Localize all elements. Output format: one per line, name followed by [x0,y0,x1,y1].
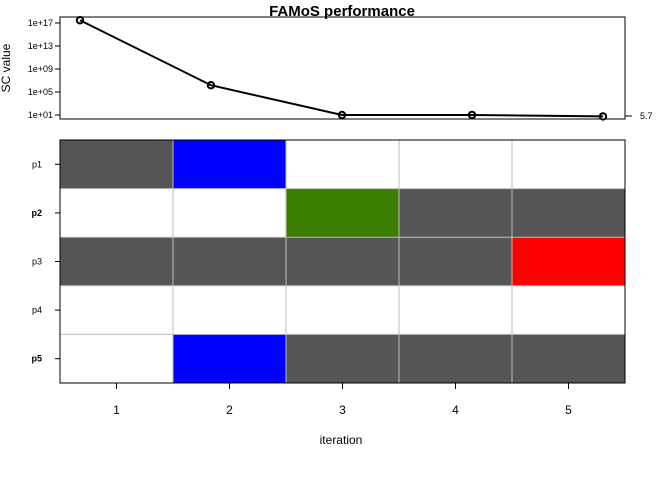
parameter-label: p1 [32,159,42,169]
heatmap-cell [512,285,625,335]
iteration-axis-label: iteration [320,433,363,447]
heatmap-cell [399,140,512,189]
heatmap-cell [286,237,399,286]
sc-value-points [75,16,608,121]
iteration-tick-label: 1 [113,403,120,417]
heatmap-cell [399,334,512,383]
heatmap-cell [512,188,625,238]
iteration-tick-label: 3 [339,403,346,417]
heatmap-cell [512,140,625,189]
performance-y-axis-label: SC value [0,43,13,92]
sc-value-line [79,19,604,118]
heatmap-cell [173,188,286,238]
y-tick-label: 1e+05 [28,87,53,97]
parameter-label: p5 [31,354,42,364]
sc-value-point [206,81,216,90]
heatmap-cell [60,188,173,238]
parameter-label: p3 [32,257,42,267]
y-tick-label: 1e+13 [28,41,53,51]
parameter-labels: p1 p2 p3 p4 p5 [31,159,60,364]
heatmap-cell [399,237,512,286]
heatmap-cell [512,334,625,383]
heatmap-cell [60,285,173,335]
y-tick-label: 1e+01 [28,110,53,120]
sc-value-point [337,110,347,120]
final-value-label: 5.7 [640,111,653,121]
heatmap-cell [173,140,286,189]
iteration-axis: 1 2 3 4 5 [113,383,572,417]
heatmap-cell [286,334,399,383]
performance-y-axis: 1e+01 1e+05 1e+09 1e+13 1e+17 [28,18,60,120]
heatmap-cell [512,237,625,286]
heatmap-cell [286,285,399,335]
parameter-label: p4 [32,305,42,315]
heatmap-grid [60,140,625,383]
y-tick-label: 1e+17 [28,18,53,28]
chart-title: FAMoS performance [269,3,415,20]
y-tick-label: 1e+09 [28,64,53,74]
iteration-tick-label: 2 [226,403,233,417]
iteration-tick-label: 4 [452,403,459,417]
parameter-heatmap [60,140,625,383]
heatmap-cell [173,237,286,286]
heatmap-cell [399,188,512,238]
sc-value-point [467,110,477,120]
performance-plot-frame [59,16,626,120]
iteration-tick-label: 5 [565,403,572,417]
parameter-label: p2 [31,208,42,218]
heatmap-cell [286,188,399,238]
sc-value-point [598,112,608,121]
heatmap-cell [173,285,286,335]
heatmap-cell [60,334,173,383]
sc-value-point [75,16,85,25]
heatmap-cell [173,334,286,383]
heatmap-cell [60,237,173,286]
heatmap-cell [399,285,512,335]
heatmap-cell [286,140,399,189]
heatmap-cell [60,140,173,189]
